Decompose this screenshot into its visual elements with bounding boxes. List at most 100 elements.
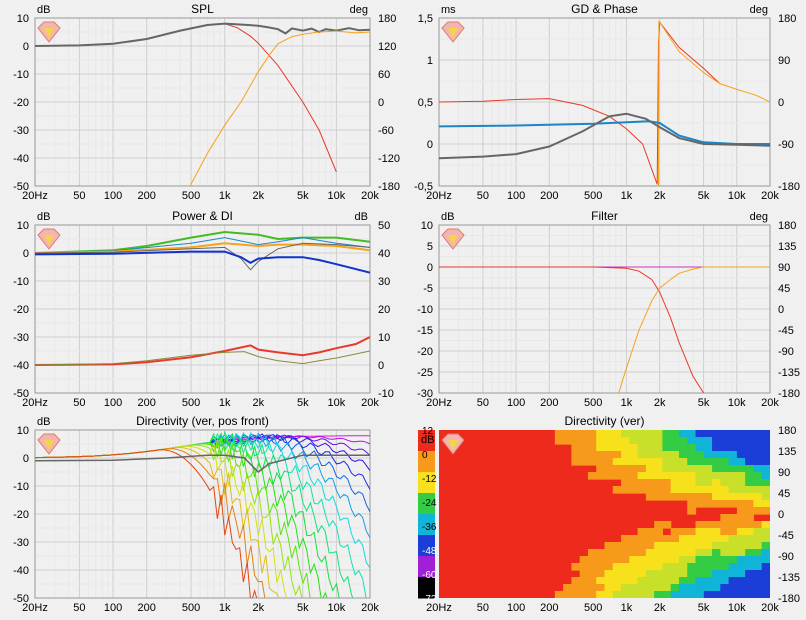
x-tick-label: 200 <box>540 397 558 409</box>
x-tick-label: 100 <box>507 397 525 409</box>
x-tick-label: 5k <box>297 602 309 614</box>
logo-icon <box>441 228 465 250</box>
x-tick-label: 10k <box>728 602 746 614</box>
y2-tick-label: 10 <box>378 332 390 344</box>
y2-tick-label: 180 <box>778 425 796 437</box>
y2-tick-label: -10 <box>378 388 394 400</box>
y-tick-label: -10 <box>13 481 29 493</box>
x-tick-label: 50 <box>73 397 85 409</box>
x-tick-label: 50 <box>73 190 85 202</box>
y-axis-unit: dB <box>37 416 50 428</box>
y-tick-label: 5 <box>427 241 433 253</box>
series-line <box>439 266 705 393</box>
y2-tick-label: -90 <box>778 346 794 358</box>
x-tick-label: 20Hz <box>22 190 48 202</box>
y-tick-label: -20 <box>13 509 29 521</box>
x-tick-label: 2k <box>253 190 265 202</box>
x-tick-label: 20Hz <box>426 190 452 202</box>
x-tick-label: 20k <box>761 397 779 409</box>
y-tick-label: 0 <box>427 139 433 151</box>
y2-tick-label: 90 <box>778 467 790 479</box>
x-tick-label: 5k <box>297 190 309 202</box>
x-tick-label: 10k <box>328 602 346 614</box>
chart-title: GD & Phase <box>571 2 638 16</box>
directivity-curve <box>35 447 280 598</box>
series-line <box>439 20 721 185</box>
y-tick-label: -25 <box>417 367 433 379</box>
x-tick-label: 500 <box>584 602 602 614</box>
y2-axis-unit: deg <box>750 4 768 16</box>
y2-tick-label: 135 <box>778 446 796 458</box>
y-tick-label: 10 <box>17 13 29 25</box>
chart-title: Filter <box>591 209 618 223</box>
y2-tick-label: 180 <box>778 13 796 25</box>
x-tick-label: 2k <box>253 397 265 409</box>
colorbar-tick-label: -48 <box>422 546 437 557</box>
x-tick-label: 20Hz <box>22 602 48 614</box>
x-tick-label: 1k <box>219 602 231 614</box>
y2-tick-label: -60 <box>378 125 394 137</box>
y2-tick-label: -180 <box>778 181 800 193</box>
y2-tick-label: 90 <box>778 55 790 67</box>
x-tick-label: 5k <box>698 190 710 202</box>
x-tick-label: 20k <box>361 190 379 202</box>
y2-tick-label: -45 <box>778 325 794 337</box>
x-tick-label: 5k <box>698 397 710 409</box>
y2-tick-label: -180 <box>778 593 800 605</box>
y-tick-label: -40 <box>13 360 29 372</box>
chart-title: SPL <box>191 2 214 16</box>
y-tick-label: 10 <box>421 220 433 232</box>
colorbar-tick-label: -60 <box>422 570 437 581</box>
x-tick-label: 10k <box>728 397 746 409</box>
series-line <box>35 22 370 47</box>
x-tick-label: 5k <box>297 397 309 409</box>
logo-icon <box>37 433 61 455</box>
x-tick-label: 20k <box>361 602 379 614</box>
series-line <box>35 350 370 366</box>
y-tick-label: -30 <box>417 388 433 400</box>
y-tick-label: -40 <box>13 565 29 577</box>
y2-tick-label: 0 <box>778 509 784 521</box>
y2-tick-label: -90 <box>778 139 794 151</box>
series-line <box>35 336 370 366</box>
y-tick-label: -30 <box>13 537 29 549</box>
x-tick-label: 100 <box>104 602 122 614</box>
x-tick-label: 100 <box>104 397 122 409</box>
colorbar-unit: dB <box>421 434 434 446</box>
y-tick-label: 0 <box>23 41 29 53</box>
directivity-curve <box>35 432 340 598</box>
colorbar-tick-label: -24 <box>422 498 437 509</box>
x-tick-label: 1k <box>621 397 633 409</box>
x-tick-label: 1k <box>219 190 231 202</box>
colorbar-tick-label: -12 <box>422 474 437 485</box>
y2-tick-label: 180 <box>378 13 396 25</box>
x-tick-label: 500 <box>182 602 200 614</box>
x-tick-label: 2k <box>654 190 666 202</box>
x-tick-label: 100 <box>507 602 525 614</box>
y2-tick-label: -180 <box>778 388 800 400</box>
y-tick-label: -30 <box>13 332 29 344</box>
colorbar-tick-label: -72 <box>422 594 437 605</box>
x-tick-label: 1k <box>621 602 633 614</box>
y2-tick-label: -180 <box>378 181 400 193</box>
series-line <box>35 242 370 254</box>
directivity-curve <box>35 443 288 598</box>
y2-tick-label: 135 <box>778 241 796 253</box>
y-tick-label: -50 <box>13 388 29 400</box>
y2-tick-label: -135 <box>778 367 800 379</box>
x-tick-label: 100 <box>104 190 122 202</box>
y-tick-label: -15 <box>417 325 433 337</box>
y2-tick-label: 40 <box>378 248 390 260</box>
y2-tick-label: 50 <box>378 220 390 232</box>
chart-title: Directivity (ver) <box>565 414 645 428</box>
y2-tick-label: 0 <box>778 97 784 109</box>
x-tick-label: 50 <box>477 190 489 202</box>
y-tick-label: -10 <box>13 69 29 81</box>
x-tick-label: 200 <box>137 190 155 202</box>
y-tick-label: 1,5 <box>418 13 433 25</box>
logo-icon <box>441 21 465 43</box>
y-tick-label: 10 <box>17 425 29 437</box>
x-tick-label: 20k <box>761 602 779 614</box>
